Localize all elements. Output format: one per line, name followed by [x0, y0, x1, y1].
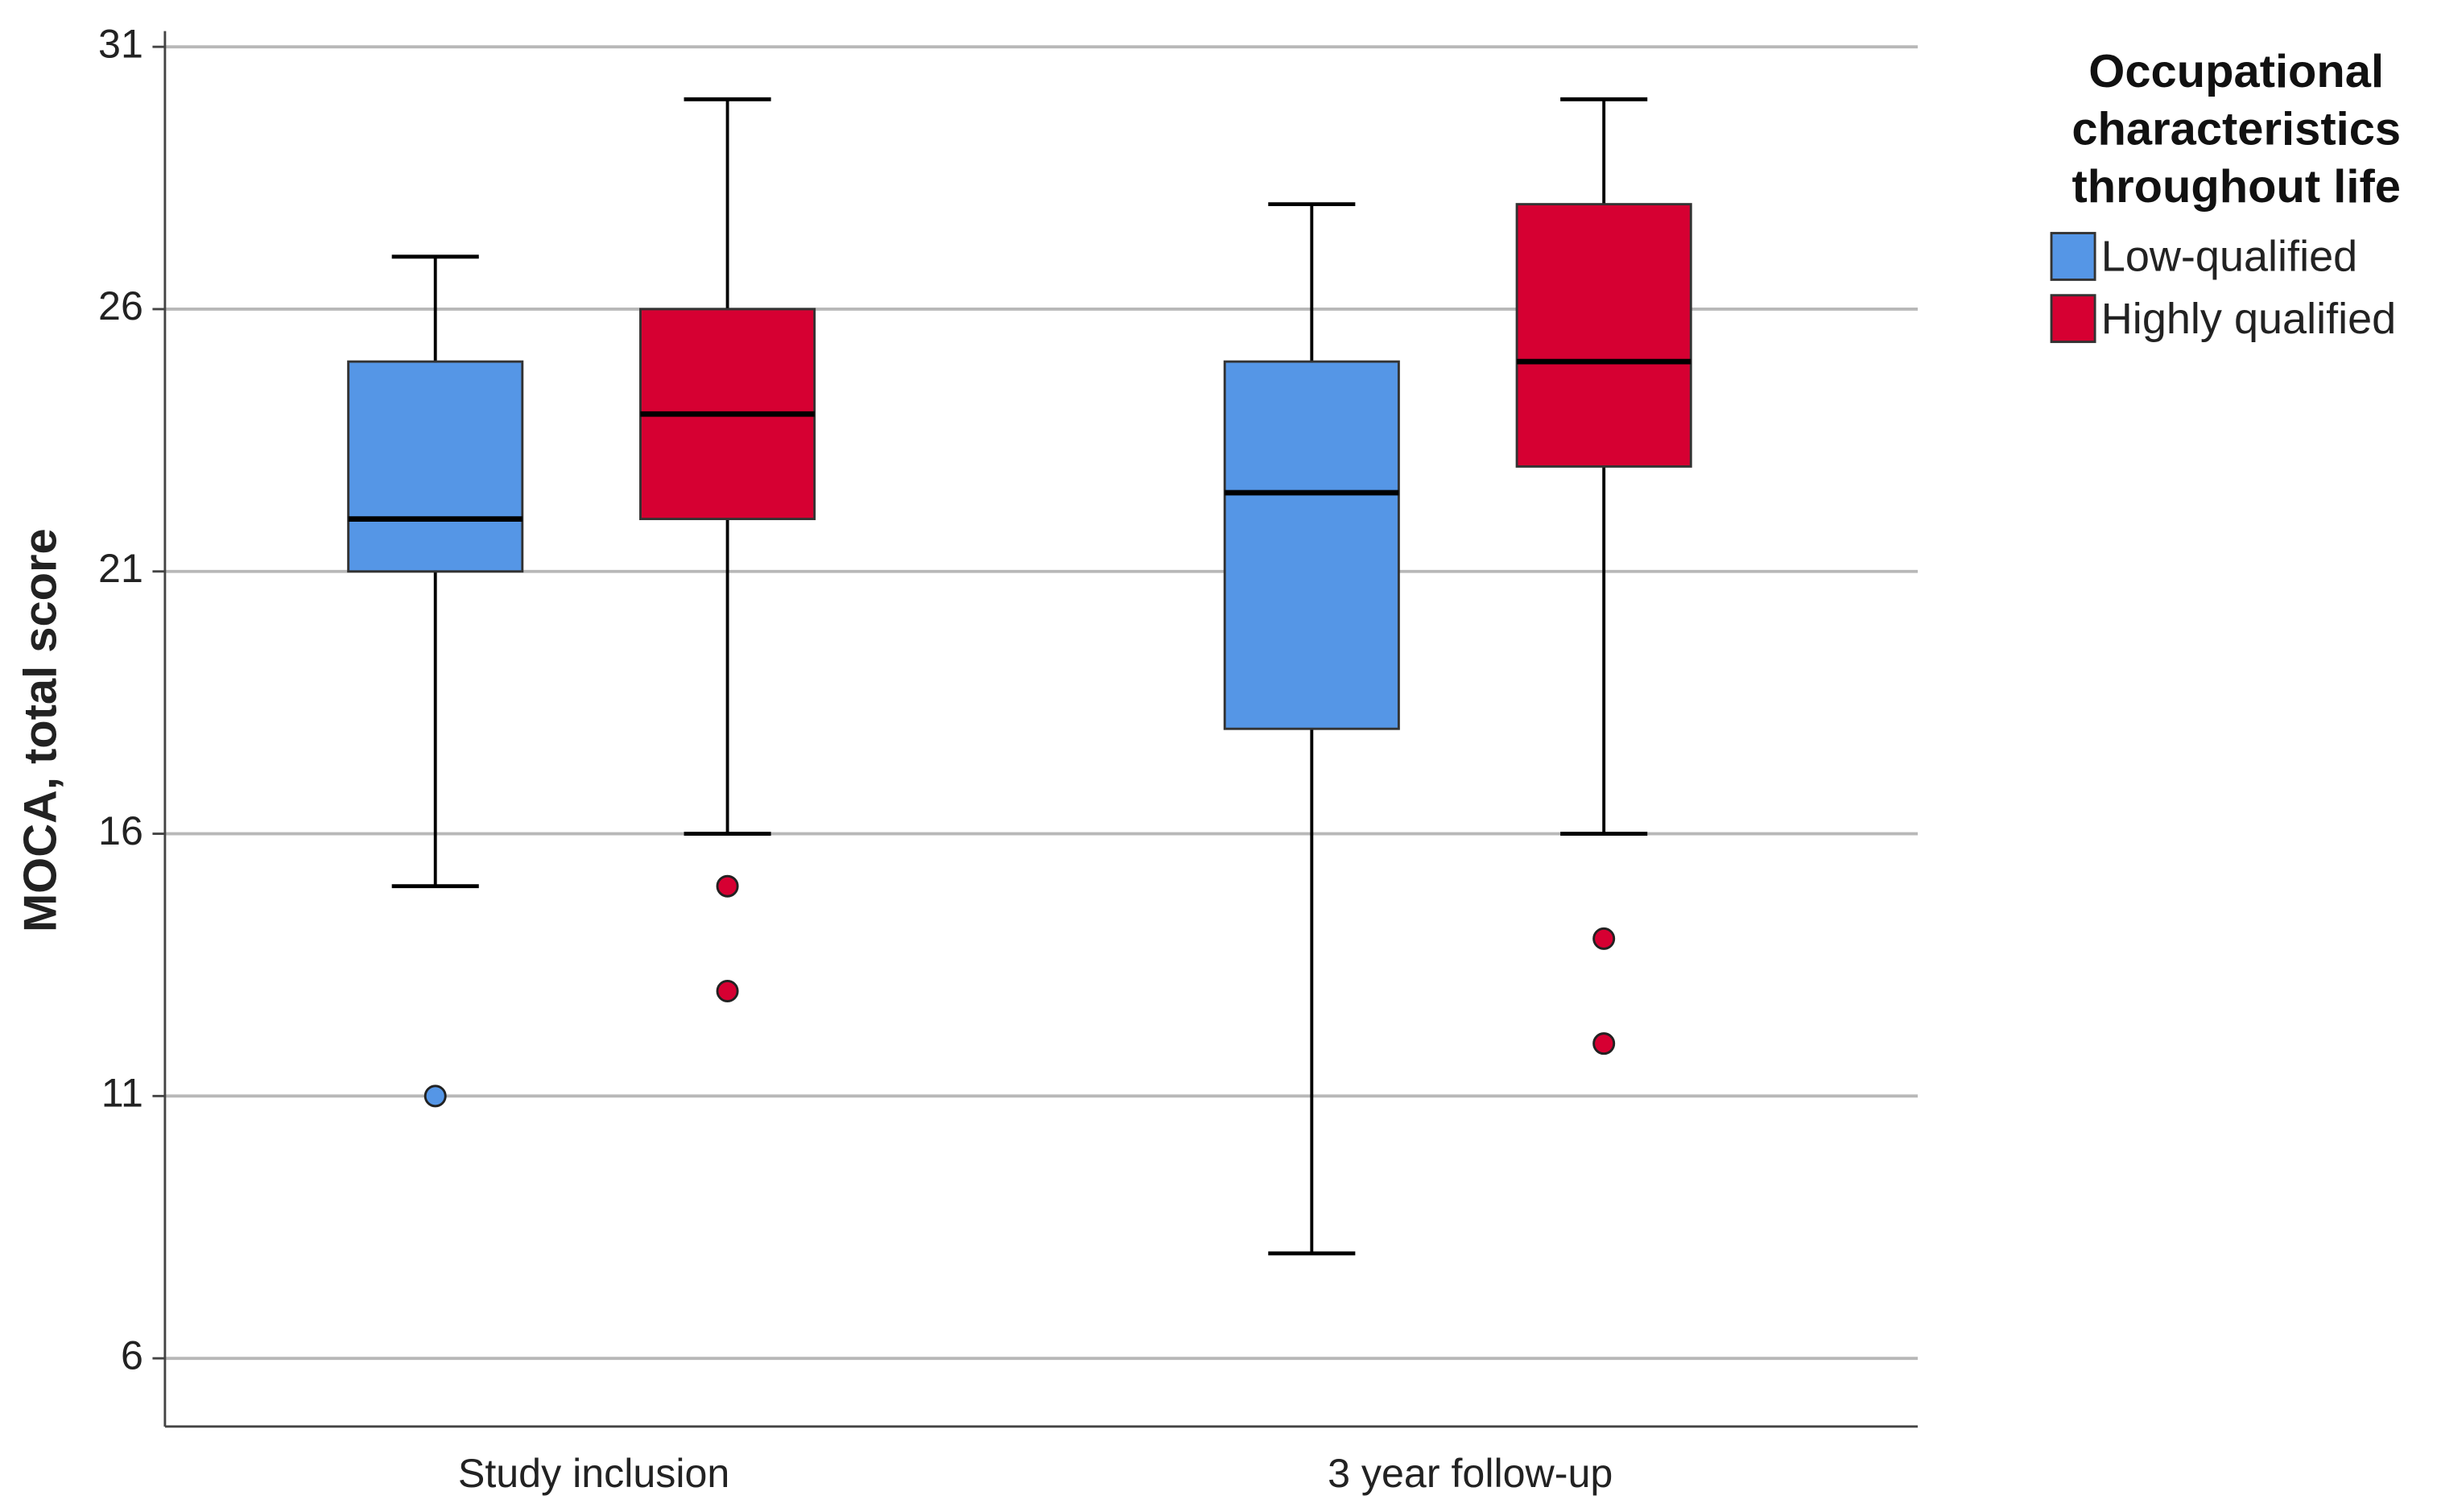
y-tick-label: 21	[98, 546, 143, 591]
outlier	[423, 1084, 447, 1108]
box	[347, 360, 524, 573]
y-tick-label: 11	[101, 1071, 143, 1116]
box	[1223, 360, 1400, 730]
y-tick-label: 31	[98, 21, 143, 66]
y-tick-label: 6	[121, 1332, 143, 1378]
x-tick-label: 3 year follow-up	[1328, 1451, 1613, 1496]
y-tick-label: 16	[98, 808, 143, 853]
outlier	[716, 874, 739, 898]
x-tick-label: Study inclusion	[458, 1451, 729, 1496]
outlier	[1592, 1032, 1616, 1056]
legend-swatch	[2050, 294, 2096, 344]
outlier	[1592, 927, 1616, 950]
legend-label: Highly qualified	[2101, 295, 2396, 343]
outlier	[716, 980, 739, 1003]
legend-swatch	[2050, 232, 2096, 281]
box	[1515, 203, 1692, 468]
legend-title-box: Occupational characteristics throughout …	[2071, 46, 2402, 213]
legend-label: Low-qualified	[2101, 233, 2357, 281]
y-tick-label: 26	[98, 283, 143, 328]
y-axis-label: MOCA, total score	[15, 528, 67, 932]
legend-title: Occupational characteristics throughout …	[2071, 46, 2402, 213]
